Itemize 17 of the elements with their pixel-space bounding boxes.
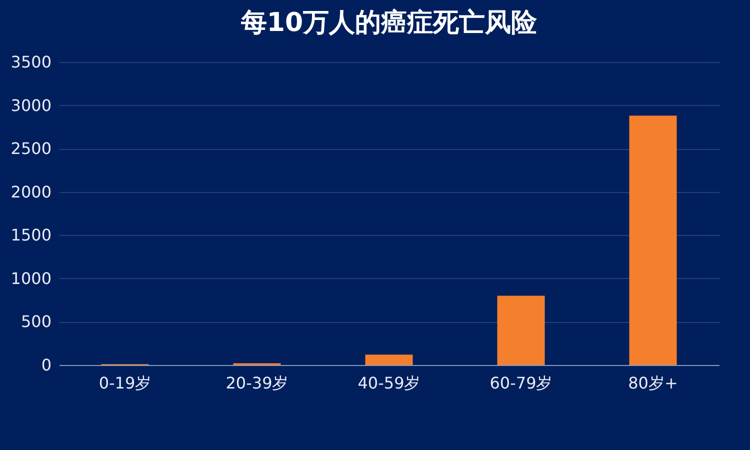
y-tick-label: 2500 bbox=[10, 139, 52, 158]
x-tick-label: 80岁+ bbox=[628, 374, 678, 392]
y-tick-label: 3000 bbox=[10, 96, 52, 115]
chart-title: 每10万人的癌症死亡风险 bbox=[240, 8, 538, 38]
y-tick-label: 1500 bbox=[10, 226, 52, 245]
x-tick-label: 20-39岁 bbox=[226, 374, 288, 392]
x-tick-label: 60-79岁 bbox=[490, 374, 552, 392]
x-tick-label: 40-59岁 bbox=[358, 374, 420, 392]
y-tick-label: 500 bbox=[20, 312, 52, 332]
y-tick-label: 2000 bbox=[10, 182, 52, 202]
bar bbox=[365, 354, 413, 365]
y-tick-label: 1000 bbox=[10, 268, 52, 288]
bar bbox=[629, 116, 677, 365]
y-tick-label: 3500 bbox=[10, 52, 52, 72]
x-tick-label: 0-19岁 bbox=[98, 374, 152, 392]
bar bbox=[497, 296, 545, 365]
y-tick-label: 0 bbox=[41, 356, 52, 374]
